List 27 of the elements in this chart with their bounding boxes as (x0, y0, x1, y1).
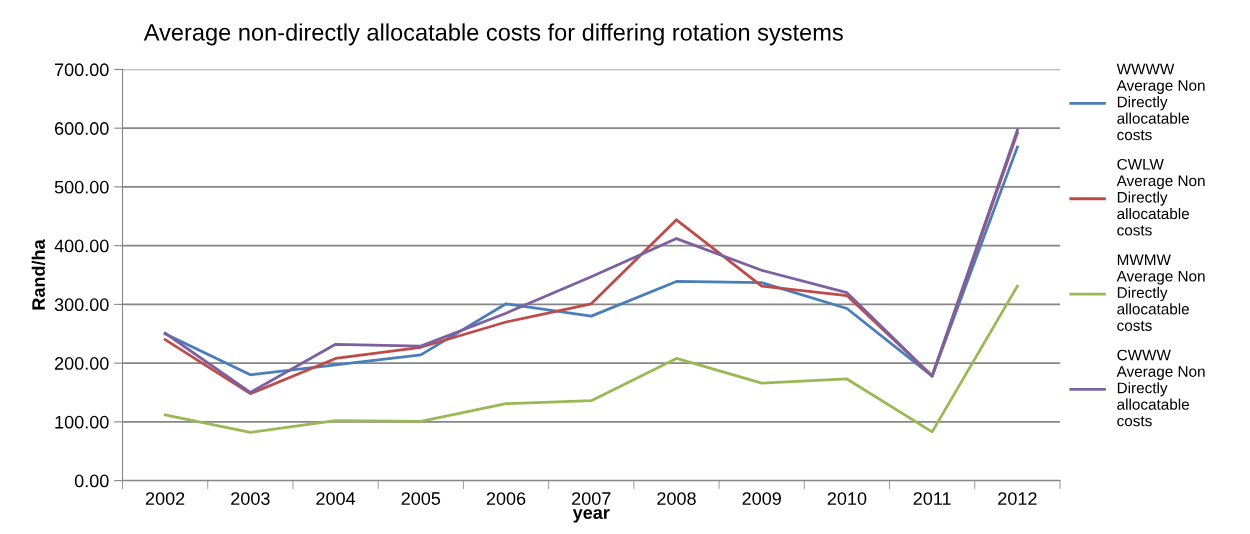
legend-label: WWWW Average Non Directly allocatable costs (1116, 63, 1205, 141)
x-tick-label: 2005 (401, 492, 441, 505)
y-tick-label: 500.00 (54, 180, 109, 194)
legend-label: MWMW Average Non Directly allocatable costs (1116, 254, 1205, 331)
legend-label: CWWW Average Non Directly allocatable costs (1116, 349, 1205, 427)
y-tick-label: 700.00 (55, 63, 109, 77)
y-tick-label: 100.00 (55, 415, 109, 429)
chart-title: Average non-directly allocatable costs for differing rotation systems (143, 23, 843, 46)
x-tick-label: 2009 (742, 492, 781, 505)
y-tick-label: 0.00 (74, 474, 109, 488)
x-tick-label: 2010 (827, 492, 867, 505)
x-tick-label: 2007 (572, 492, 611, 505)
line-series (163, 284, 1019, 434)
legend-label: CWLW Average Non Directly allocatable costs (1116, 158, 1205, 236)
x-tick-label: 2006 (486, 492, 526, 505)
x-tick-label: 2012 (998, 492, 1037, 505)
y-tick-label: 300.00 (54, 298, 109, 312)
x-tick-label: 2004 (316, 492, 356, 505)
x-tick-label: 2003 (231, 492, 270, 505)
x-axis-title: year (572, 509, 610, 523)
x-tick-label: 2011 (913, 492, 951, 505)
y-axis-title: Rand/ha (31, 239, 46, 310)
x-tick-label: 2002 (145, 492, 185, 505)
y-tick-label: 200.00 (55, 357, 109, 370)
y-tick-label: 400.00 (54, 239, 109, 253)
x-tick-label: 2008 (657, 492, 696, 505)
y-tick-label: 600.00 (55, 122, 109, 135)
